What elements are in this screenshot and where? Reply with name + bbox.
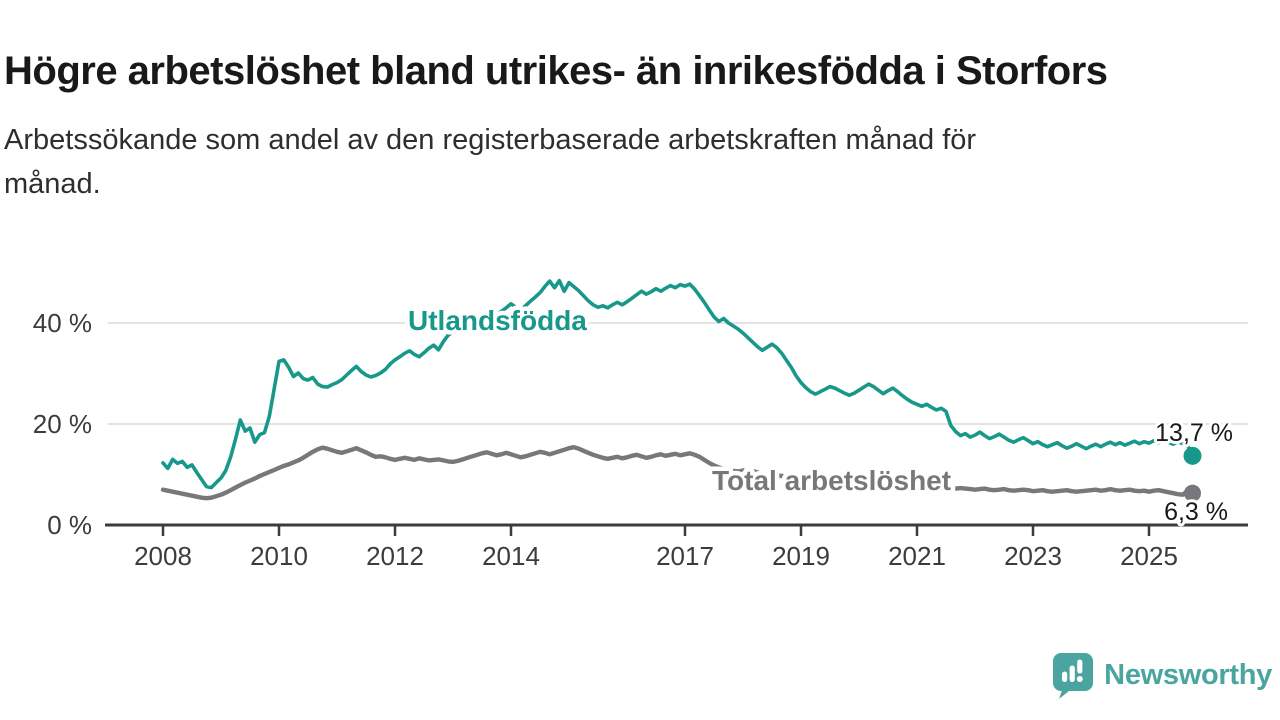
subtitle-line-2: månad. <box>4 168 101 200</box>
x-axis-label-2021: 2021 <box>888 541 946 571</box>
exclamation-bar <box>1077 659 1083 674</box>
y-axis-label-40: 40 % <box>33 308 92 338</box>
x-axis-label-2023: 2023 <box>1004 541 1062 571</box>
subtitle-line-1: Arbetssökande som andel av den registerb… <box>4 124 977 156</box>
newsworthy-wordmark: Newsworthy <box>1104 658 1272 691</box>
bar-tall <box>1069 665 1075 682</box>
x-axis-label-2014: 2014 <box>482 541 540 571</box>
x-axis-label-2008: 2008 <box>134 541 192 571</box>
latest-value-label-total-arbetsl-shet: 6,3 % <box>1164 498 1228 526</box>
unemployment-line-chart: 0 % 20 % 40 % 2008 2010 2012 2014 2017 2019 2021 2… <box>33 278 1248 571</box>
page-title: Högre arbetslöshet bland utrikes- än inr… <box>4 48 1108 93</box>
latest-value-dot-utlandsf-dda <box>1183 446 1202 465</box>
series-line-total-arbetsl-shet <box>160 445 1195 501</box>
series-line-utlandsf-dda <box>161 278 1180 490</box>
bar-short <box>1062 671 1068 682</box>
x-axis-label-2012: 2012 <box>366 541 424 571</box>
y-axis-label-0: 0 % <box>47 510 92 540</box>
latest-value-dot-total-arbetsl-shet <box>1184 484 1201 502</box>
latest-value-label-utlandsf-dda: 13,7 % <box>1155 419 1233 447</box>
x-axis-label-2010: 2010 <box>250 541 308 571</box>
series-label-total-arbetsl-shet: Total arbetslöshet <box>712 465 951 496</box>
newsworthy-branding: Newsworthy <box>1049 650 1272 700</box>
exclamation-dot <box>1076 676 1083 682</box>
y-axis-label-20: 20 % <box>33 409 92 439</box>
x-axis-label-2017: 2017 <box>656 541 714 571</box>
x-axis-label-2025: 2025 <box>1120 541 1178 571</box>
newsworthy-logo-icon <box>1053 653 1094 699</box>
x-axis-label-2019: 2019 <box>772 541 830 571</box>
chart-subtitle: Arbetssökande som andel av den registerb… <box>4 118 1204 206</box>
series-label-utlandsf-dda: Utlandsfödda <box>408 305 587 336</box>
